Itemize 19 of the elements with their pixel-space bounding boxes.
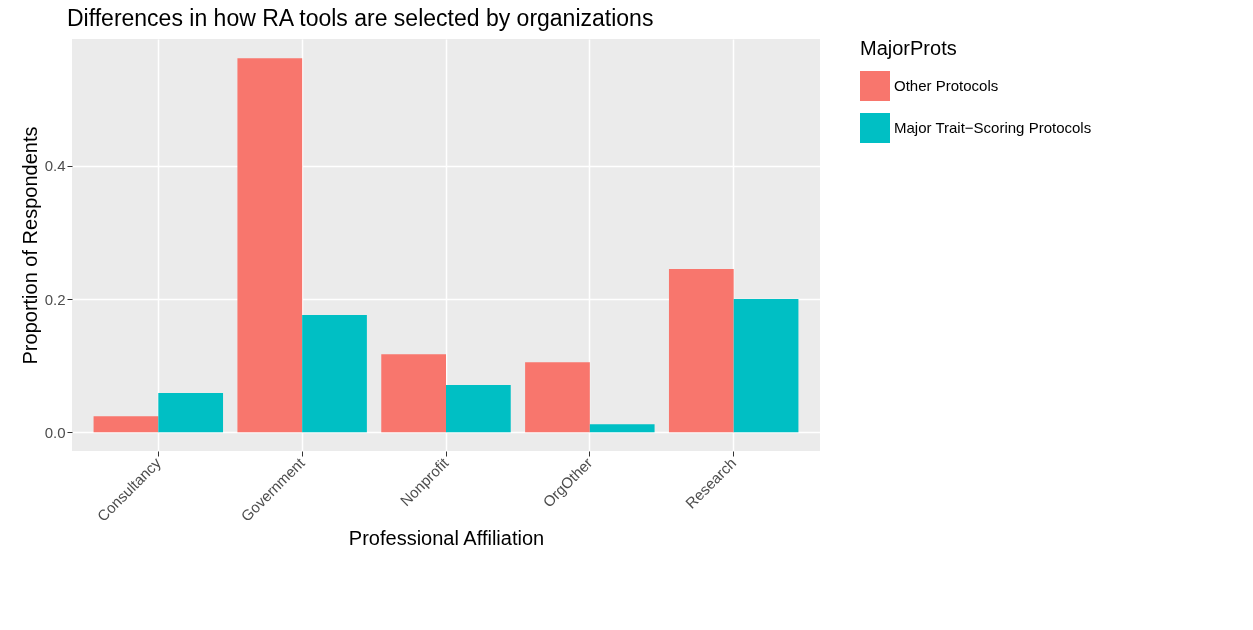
legend-label: Other Protocols xyxy=(894,77,999,94)
bar xyxy=(733,299,799,433)
y-tick-label: 0.4 xyxy=(44,157,66,175)
legend-label: Major Trait−Scoring Protocols xyxy=(894,119,1092,136)
legend-title: MajorProts xyxy=(860,37,957,59)
bar xyxy=(302,315,367,433)
x-axis-title: Professional Affiliation xyxy=(348,526,545,549)
bar xyxy=(93,416,159,433)
bar xyxy=(381,354,446,433)
bar xyxy=(446,385,511,433)
y-tick-label: 0.0 xyxy=(44,423,66,441)
y-axis-title: Proportion of Respondents xyxy=(18,126,41,365)
bar xyxy=(668,269,734,433)
chart-title: Differences in how RA tools are selected by organizations xyxy=(67,5,654,31)
bar xyxy=(237,58,303,433)
bar xyxy=(525,362,590,433)
y-tick-label: 0.2 xyxy=(44,290,66,308)
bar xyxy=(158,393,224,433)
bar xyxy=(589,424,655,433)
